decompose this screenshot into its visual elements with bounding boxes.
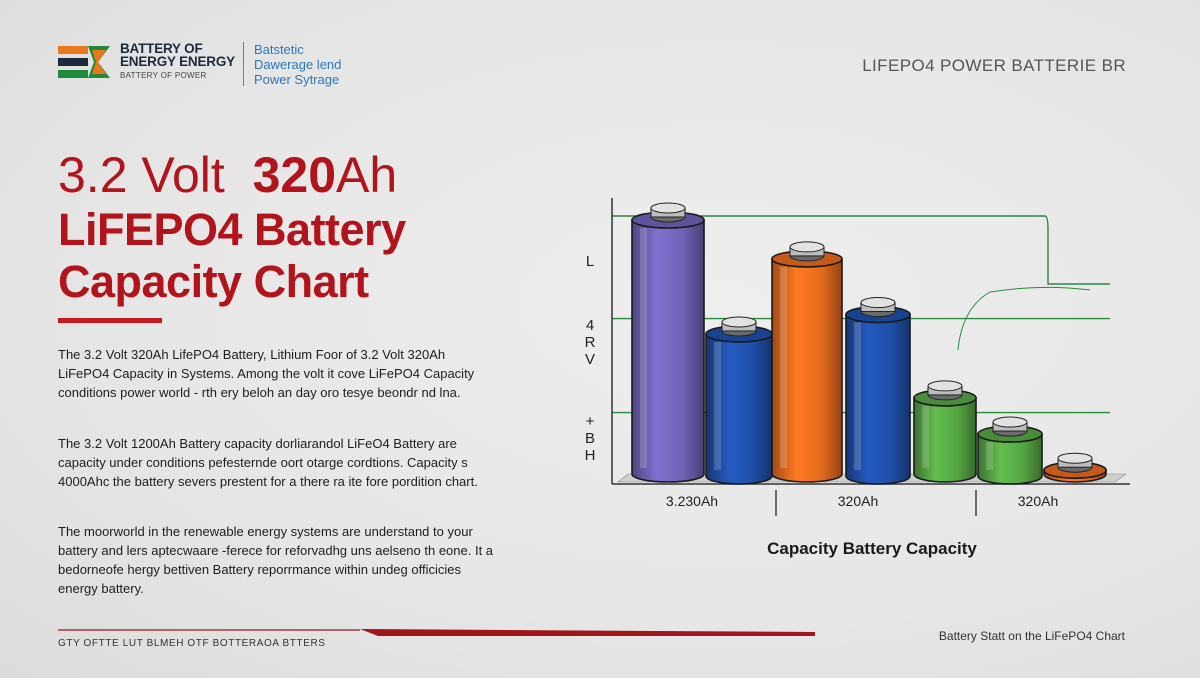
paragraph-3: The moorworld in the renewable energy sy…	[58, 524, 494, 596]
x-tick-label: 320Ah	[838, 493, 878, 509]
y-tick-label: B	[585, 430, 595, 447]
title-line3: Capacity Chart	[58, 256, 369, 307]
tagline-line2: Dawerage lend	[253, 57, 342, 72]
y-tick-label: V	[585, 351, 595, 368]
capacity-bar-chart: L 4RV +BH 3.230Ah 320Ah 320Ah Capacity Battery…	[585, 198, 1130, 558]
bar-group2-orange	[771, 241, 843, 483]
footer-rule	[58, 629, 815, 636]
title-underline	[58, 318, 162, 323]
x-axis-label: Capacity Battery Capacity	[767, 539, 977, 558]
page-title: 3.2 Volt 320Ah LiFEPO4 Battery Capacity …	[58, 146, 406, 308]
brand-sub: BATTERY OF POWER	[120, 71, 207, 80]
y-tick-label: L	[586, 253, 594, 270]
footer-left-text: GTY OFTTE LUT BLMEH OTF BOTTERAOA BTTERS	[58, 638, 326, 649]
brand-logo-icon	[58, 42, 114, 82]
bar-group1-purple	[631, 202, 705, 483]
title-capacity-number: 320	[252, 147, 337, 203]
y-tick-label: R	[585, 334, 596, 351]
title-capacity-unit: Ah	[336, 147, 398, 203]
paragraph-2: The 3.2 Volt 1200Ah Battery capacity dor…	[58, 436, 478, 489]
bar-group3-green	[977, 416, 1043, 485]
brand-name-line1: BATTERY OF	[120, 41, 203, 56]
top-right-title: LIFEPO4 POWER BATTERIE BR	[862, 56, 1126, 75]
title-line2: LiFEPO4 Battery	[58, 204, 406, 255]
title-voltage: 3.2 Volt	[58, 147, 225, 203]
brand-divider	[242, 42, 244, 86]
bar-group3-orange	[1043, 452, 1107, 483]
y-tick-label: 4	[586, 317, 594, 334]
footer-right-text: Battery Statt on the LiFePO4 Chart	[938, 629, 1125, 643]
ref-line-connector	[1044, 215, 1110, 285]
tagline-line3: Power Sytrage	[253, 72, 340, 87]
x-tick-label: 320Ah	[1018, 493, 1058, 509]
trend-curve	[957, 286, 1091, 351]
x-tick-label: 3.230Ah	[666, 493, 718, 509]
paragraph-1: The 3.2 Volt 320Ah LifePO4 Battery, Lith…	[58, 347, 475, 400]
y-tick-label: H	[585, 447, 596, 464]
bar-group2-blue	[845, 297, 911, 485]
bar-group1-blue	[705, 316, 773, 485]
y-tick-label: +	[586, 413, 595, 430]
bar-group2-green	[913, 380, 977, 483]
brand-name-line2: ENERGY ENERGY	[120, 54, 235, 69]
tagline-line1: Batstetic	[253, 42, 304, 57]
brand-header: BATTERY OF ENERGY ENERGY BATTERY OF POWE…	[58, 42, 341, 92]
